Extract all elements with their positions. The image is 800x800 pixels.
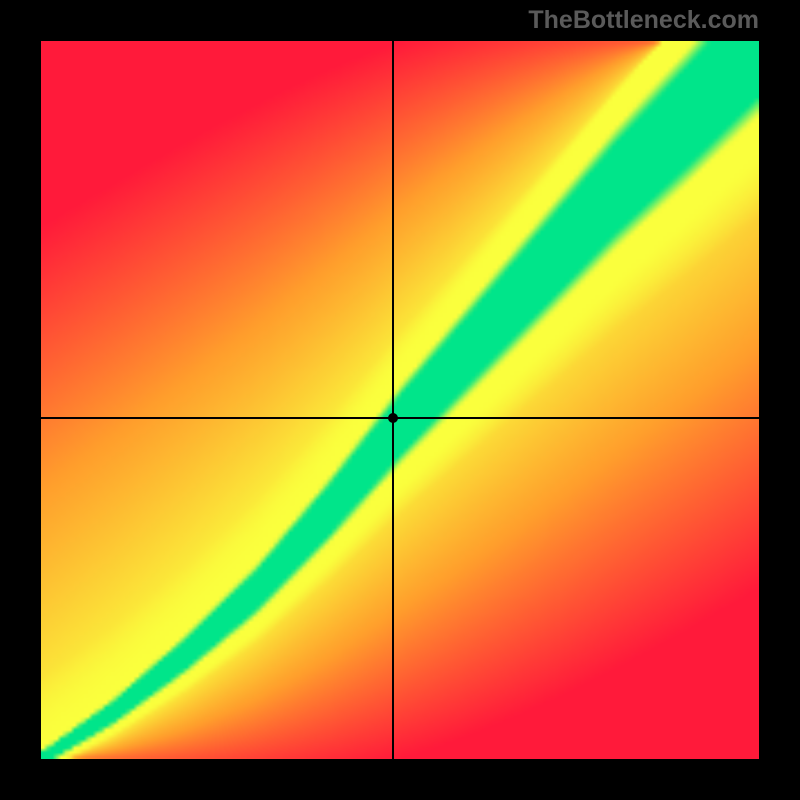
crosshair-vertical — [392, 41, 394, 759]
plot-area — [41, 41, 759, 759]
heatmap-canvas — [41, 41, 759, 759]
crosshair-point — [388, 413, 398, 423]
crosshair-horizontal — [41, 417, 759, 419]
watermark-text: TheBottleneck.com — [528, 6, 759, 35]
